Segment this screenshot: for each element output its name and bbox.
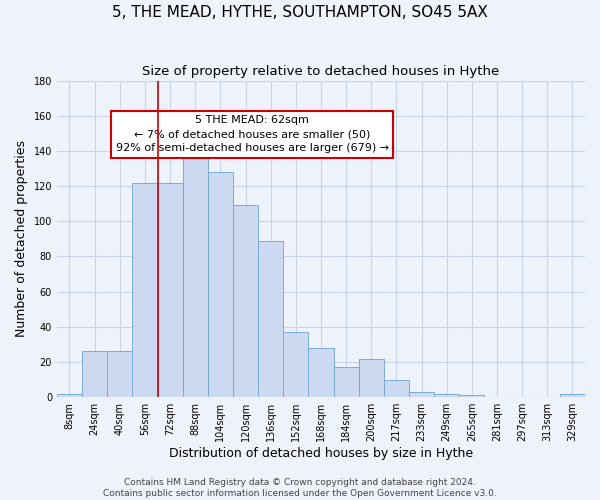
Y-axis label: Number of detached properties: Number of detached properties (15, 140, 28, 338)
Bar (57, 394, 82, 397)
Bar (308, 348, 334, 397)
Bar (208, 172, 233, 397)
Bar (182, 142, 208, 397)
Bar (82, 352, 107, 397)
Bar (459, 396, 484, 397)
Bar (133, 182, 158, 397)
Text: 5, THE MEAD, HYTHE, SOUTHAMPTON, SO45 5AX: 5, THE MEAD, HYTHE, SOUTHAMPTON, SO45 5A… (112, 5, 488, 20)
X-axis label: Distribution of detached houses by size in Hythe: Distribution of detached houses by size … (169, 447, 473, 460)
Title: Size of property relative to detached houses in Hythe: Size of property relative to detached ho… (142, 65, 500, 78)
Bar (258, 240, 283, 397)
Text: 5 THE MEAD: 62sqm
← 7% of detached houses are smaller (50)
92% of semi-detached : 5 THE MEAD: 62sqm ← 7% of detached house… (116, 116, 389, 154)
Bar (283, 332, 308, 397)
Bar (107, 352, 133, 397)
Bar (334, 368, 359, 397)
Bar (384, 380, 409, 397)
Bar (434, 394, 459, 397)
Bar (233, 206, 258, 397)
Text: Contains HM Land Registry data © Crown copyright and database right 2024.
Contai: Contains HM Land Registry data © Crown c… (103, 478, 497, 498)
Bar (560, 394, 585, 397)
Bar (158, 182, 182, 397)
Bar (409, 392, 434, 397)
Bar (359, 358, 384, 397)
